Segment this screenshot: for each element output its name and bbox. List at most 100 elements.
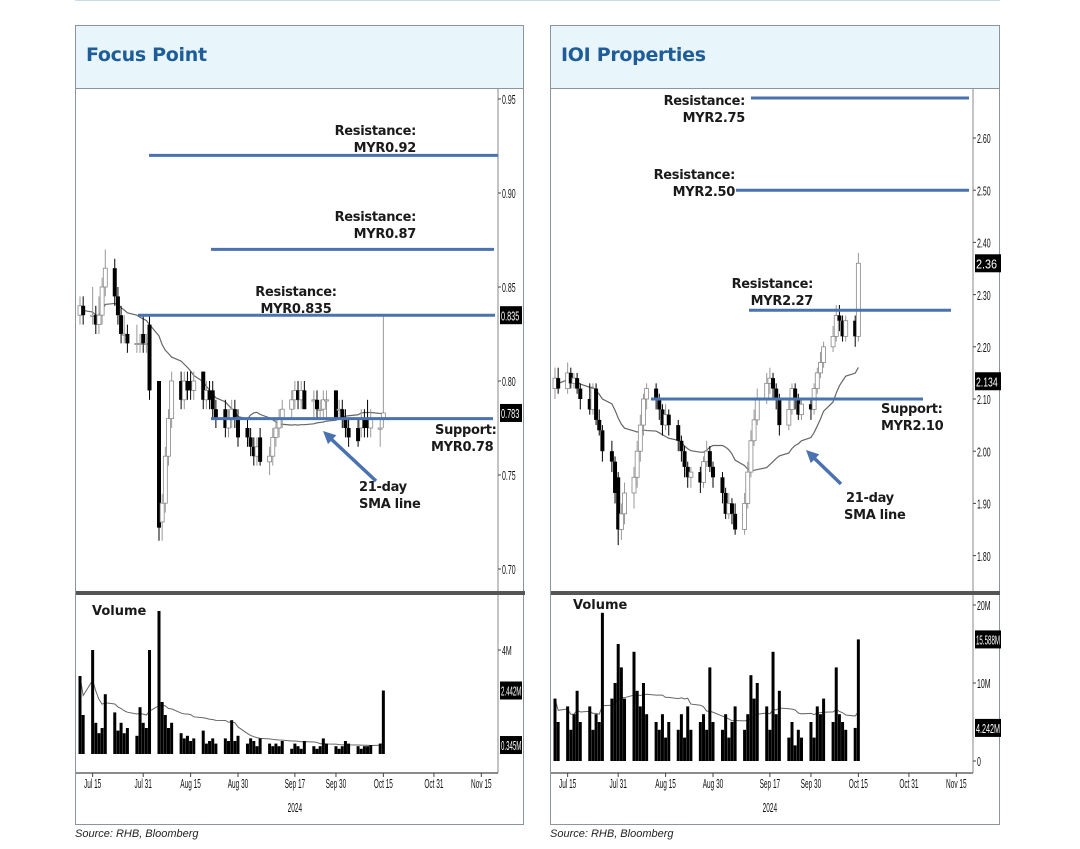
candle-body <box>774 388 779 399</box>
volume-bar <box>600 612 604 761</box>
candle-body <box>317 408 323 411</box>
candle-body <box>137 342 143 345</box>
volume-bar <box>664 737 668 761</box>
candle-body <box>594 388 599 420</box>
volume-bar <box>230 720 234 754</box>
candle-body <box>644 388 650 400</box>
volume-tick-label: 4M <box>502 645 512 659</box>
candle-body <box>159 502 165 523</box>
volume-bar <box>768 729 772 761</box>
volume-bar <box>343 741 347 754</box>
volume-bar <box>812 737 816 761</box>
candle-body <box>733 513 738 530</box>
panel-title: Focus Point <box>86 44 207 66</box>
candle-body <box>258 437 263 462</box>
volume-bar <box>787 737 791 761</box>
volume-bar <box>103 694 107 754</box>
x-tick-label: Jul 31 <box>610 778 628 792</box>
volume-bar <box>815 706 819 761</box>
candle-body <box>333 390 338 419</box>
x-tick-label: Sep 30 <box>326 778 347 792</box>
volume-bar <box>81 715 85 754</box>
candle-body <box>796 399 801 415</box>
volume-bar <box>252 741 256 754</box>
volume-bar <box>214 743 218 754</box>
volume-bar <box>296 746 300 754</box>
candle-body <box>745 471 751 504</box>
candle-body <box>578 388 583 399</box>
volume-bar <box>366 746 370 754</box>
candle-body <box>764 382 770 400</box>
y-tick-label: 2.50 <box>977 185 991 199</box>
volume-bar <box>249 738 253 754</box>
volume-bar <box>125 728 129 754</box>
y-tick-label: 0.95 <box>502 94 516 108</box>
candle-body <box>157 381 161 528</box>
volume-bar <box>119 722 123 754</box>
volume-bar <box>698 722 702 761</box>
volume-bar <box>667 722 671 761</box>
volume-average-line <box>554 693 859 722</box>
y-tick-label: 0.90 <box>502 188 516 202</box>
volume-bar <box>572 714 576 761</box>
volume-bar <box>141 722 145 754</box>
candle-body <box>99 286 105 316</box>
candle-body <box>112 268 117 297</box>
x-tick-label: Sep 17 <box>285 778 306 792</box>
volume-bar <box>588 706 592 761</box>
panel-separator <box>551 591 1000 595</box>
y-tick-label: 0.70 <box>502 564 516 578</box>
volume-bar <box>774 714 778 761</box>
volume-bar <box>324 743 328 754</box>
candle-body <box>748 440 754 473</box>
volume-bar <box>619 667 623 761</box>
candle-body <box>166 418 171 457</box>
candle-body <box>676 425 681 441</box>
sma-arrow-head-icon <box>806 450 820 464</box>
support-label: Support: MYR0.78 <box>431 423 497 455</box>
volume-bar <box>334 746 338 754</box>
price-highlight-label-bg <box>975 254 1001 273</box>
volume-bar <box>654 722 658 761</box>
source-note: Source: RHB, Bloomberg <box>550 828 674 840</box>
y-tick-label: 2.30 <box>977 290 991 304</box>
volume-bar <box>720 729 724 761</box>
price-highlight-label: 0.835 <box>501 309 519 324</box>
candle-body <box>698 472 703 483</box>
y-tick-label: 0.75 <box>502 470 516 484</box>
resistance-label-1: Resistance: MYR0.92 <box>334 124 417 156</box>
volume-bar <box>179 733 183 754</box>
price-highlight-label: 2.134 <box>976 376 998 390</box>
volume-bar <box>796 729 800 761</box>
candle-body <box>315 399 319 410</box>
resistance-label-2: Resistance: MYR2.50 <box>653 168 736 200</box>
candle-body <box>81 305 86 316</box>
volume-bar <box>299 748 303 754</box>
volume-bar <box>777 690 781 761</box>
volume-bar <box>746 714 750 761</box>
volume-bar <box>632 651 636 761</box>
resistance-label-1: Resistance: MYR2.75 <box>663 94 746 126</box>
candle-body <box>267 455 273 463</box>
candle-body <box>273 427 279 438</box>
y-tick-label: 2.10 <box>977 394 991 408</box>
volume-bar <box>312 746 316 754</box>
candle-body <box>302 390 307 410</box>
candle-body <box>188 381 193 391</box>
volume-bar <box>623 698 627 761</box>
candle-body <box>179 381 184 400</box>
price-highlight-label-bg <box>500 403 522 422</box>
candle-body <box>685 466 690 478</box>
panel-header: Focus Point <box>76 26 523 89</box>
focus-point-chart-panel: Focus Point 0.95 0.90 0.85 0.80 0.75 0.70 0.83… <box>75 25 525 825</box>
candle-body <box>556 378 561 389</box>
volume-highlight-label: 4.242M <box>976 722 1000 737</box>
volume-bar <box>340 746 344 754</box>
candle-body <box>245 428 250 438</box>
x-tick-label: Jul 15 <box>84 778 102 792</box>
x-tick-label: Nov 15 <box>946 778 967 792</box>
volume-bar <box>853 727 857 761</box>
volume-bar <box>752 698 756 761</box>
price-highlight-label-bg <box>975 372 1001 391</box>
x-tick-label: Aug 30 <box>228 778 249 792</box>
